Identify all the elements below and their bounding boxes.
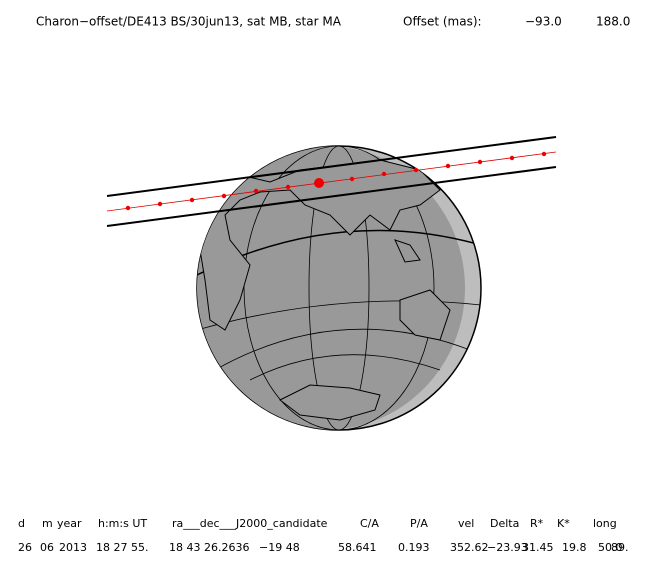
cell-value: 31.45 (522, 541, 554, 554)
cell-value: 26 (18, 541, 32, 554)
title: Charon−offset/DE413 BS/30jun13, sat MB, … (36, 15, 342, 29)
column-header: vel (458, 517, 474, 530)
column-header: h:m:s UT (98, 517, 147, 530)
column-header: R* (530, 517, 544, 530)
data-table: d m year h:m:s UT ra___dec___J2000_candidate… (18, 517, 629, 554)
cell-value: 89. (611, 541, 629, 554)
offset-label: Offset (mas): (403, 15, 482, 29)
cell-value: 19.8 (562, 541, 587, 554)
cell-value: 18 27 55. (96, 541, 148, 554)
column-header: long (593, 517, 617, 530)
globe (196, 145, 482, 431)
cell-value: 2013 (59, 541, 87, 554)
column-header: C/A (360, 517, 379, 530)
column-header: year (57, 517, 82, 530)
cell-value: 50.0 (598, 541, 623, 554)
column-header: Delta (490, 517, 519, 530)
cell-value: 18 43 26.2636 (169, 541, 249, 554)
column-header: K* (557, 517, 570, 530)
cell-value: 58.641 (338, 541, 377, 554)
column-header: ra___dec___J2000_candidate (172, 517, 328, 530)
shadow-path (106, 136, 557, 227)
offset-x: −93.0 (525, 15, 562, 29)
cell-value: 0.193 (398, 541, 430, 554)
column-header: d (18, 517, 25, 530)
cell-value: −19 48 (259, 541, 300, 554)
cell-value: 06 (40, 541, 54, 554)
cell-value: −23.93 (487, 541, 528, 554)
column-header: m (42, 517, 53, 530)
cell-value: 352.62 (450, 541, 489, 554)
column-header: P/A (410, 517, 428, 530)
offset-y: 188.0 (596, 15, 630, 29)
